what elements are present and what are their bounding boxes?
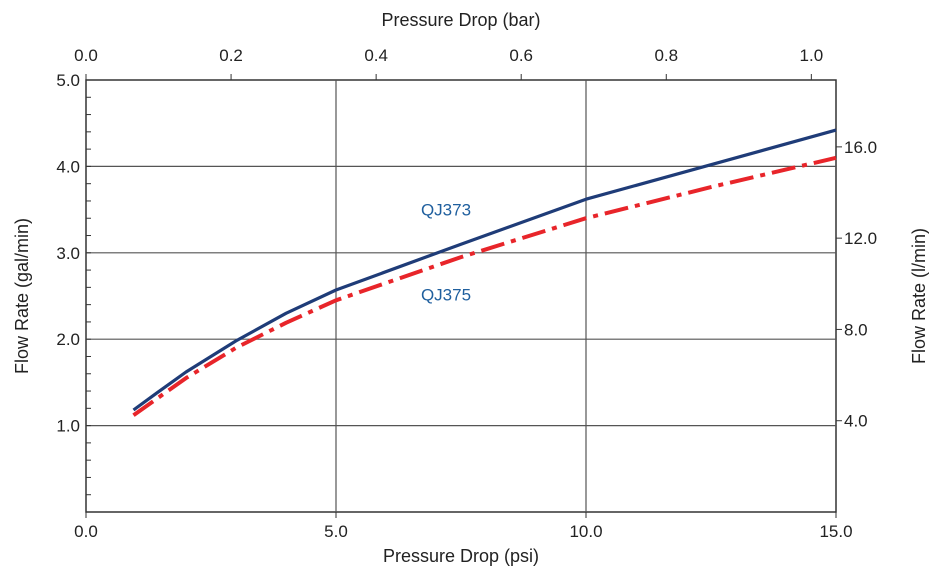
y-right-tick-label: 4.0	[844, 412, 868, 431]
y-left-tick-label: 3.0	[56, 244, 80, 263]
y-right-tick-label: 16.0	[844, 138, 877, 157]
y-left-axis-title: Flow Rate (gal/min)	[12, 218, 32, 374]
x-top-tick-label: 0.4	[364, 46, 388, 65]
y-left-tick-label: 5.0	[56, 71, 80, 90]
x-top-tick-label: 0.8	[654, 46, 678, 65]
annotation-qj373: QJ373	[421, 201, 471, 220]
x-top-tick-label: 0.6	[509, 46, 533, 65]
x-bottom-tick-label: 10.0	[569, 522, 602, 541]
y-left-tick-label: 1.0	[56, 417, 80, 436]
grid-lines	[86, 80, 836, 512]
tick-labels: 0.0 5.0 10.0 15.0 0.0 0.2 0.4 0.6 0.8 1.0 1.0 2.0 3.…	[56, 46, 877, 541]
y-right-tick-label: 12.0	[844, 229, 877, 248]
x-top-tick-label: 0.0	[74, 46, 98, 65]
x-bottom-tick-label: 5.0	[324, 522, 348, 541]
y-right-axis-title: Flow Rate (l/min)	[909, 228, 929, 364]
x-bottom-tick-label: 15.0	[819, 522, 852, 541]
x-top-tick-label: 1.0	[800, 46, 824, 65]
y-right-tick-label: 8.0	[844, 320, 868, 339]
y-left-tick-label: 2.0	[56, 330, 80, 349]
series-lines	[132, 128, 837, 417]
x-bottom-axis-title: Pressure Drop (psi)	[383, 546, 539, 566]
series-line-qj373	[132, 128, 837, 412]
plot-frame	[85, 79, 837, 513]
x-bottom-tick-label: 0.0	[74, 522, 98, 541]
series-annotations: QJ373 QJ375	[421, 201, 471, 305]
x-top-tick-label: 0.2	[219, 46, 243, 65]
series-line-qj375	[132, 155, 837, 417]
x-top-axis-title: Pressure Drop (bar)	[381, 10, 540, 30]
y-left-tick-label: 4.0	[56, 157, 80, 176]
axis-ticks	[85, 74, 842, 518]
annotation-qj375: QJ375	[421, 285, 471, 304]
